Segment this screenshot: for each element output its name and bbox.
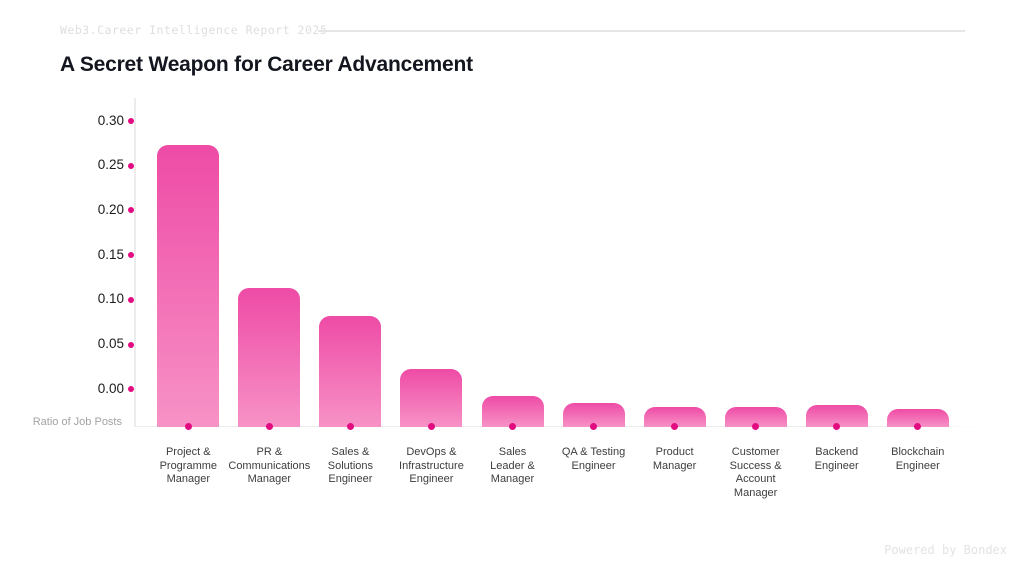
- x-category-label: Project & Programme Manager: [159, 446, 218, 485]
- page-title: A Secret Weapon for Career Advancement: [60, 53, 473, 76]
- bar: [724, 407, 787, 427]
- bar-base-dot: [509, 422, 516, 430]
- bar: [481, 396, 544, 427]
- y-tick-dot: [128, 252, 134, 259]
- bar: [400, 369, 463, 427]
- x-category-label: Sales & Solutions Engineer: [327, 446, 374, 485]
- y-axis-line: [134, 98, 136, 427]
- x-category-label: Sales Leader & Manager: [490, 446, 535, 485]
- bar-base-dot: [346, 422, 354, 430]
- x-category-label: QA & Testing Engineer: [561, 446, 626, 472]
- bar: [643, 407, 706, 427]
- y-tick-label: 0.30: [97, 112, 124, 128]
- bar-base-dot: [671, 422, 679, 430]
- y-tick-dot: [128, 207, 134, 214]
- x-category-label: PR & Communications Manager: [228, 446, 311, 485]
- y-axis-title: Ratio of Job Posts: [32, 416, 122, 428]
- y-tick-label: 0.00: [97, 380, 124, 396]
- y-tick-dot: [128, 341, 134, 348]
- bar-base-dot: [833, 422, 841, 430]
- bar: [238, 288, 301, 427]
- bar-base-dot: [752, 422, 760, 430]
- x-axis-line: [134, 425, 988, 427]
- x-category-label: Blockchain Engineer: [891, 446, 945, 472]
- y-tick-label: 0.20: [97, 201, 124, 217]
- bar-base-dot: [265, 422, 273, 430]
- bar: [157, 145, 220, 427]
- y-tick-dot: [128, 162, 134, 169]
- x-category-label: Product Manager: [652, 446, 697, 472]
- y-tick-label: 0.05: [97, 336, 124, 351]
- y-tick-label: 0.15: [97, 246, 124, 262]
- bar-base-dot: [427, 422, 435, 430]
- y-tick-dot: [128, 386, 134, 393]
- y-tick-label: 0.25: [97, 157, 124, 173]
- header-divider-line: [318, 30, 965, 32]
- x-category-label: DevOps & Infrastructure Engineer: [399, 446, 464, 485]
- report-label: Web3.Career Intelligence Report 2025: [60, 23, 328, 37]
- x-category-label: Backend Engineer: [814, 446, 859, 472]
- bar-base-dot: [184, 422, 192, 430]
- y-tick-dot: [128, 296, 134, 303]
- y-tick-dot: [128, 118, 134, 124]
- powered-by-label: Powered by Bondex: [884, 543, 1007, 557]
- bar-base-dot: [914, 422, 922, 430]
- bar: [319, 316, 382, 427]
- bar: [886, 409, 949, 427]
- bar-base-dot: [590, 422, 598, 430]
- y-tick-label: 0.10: [97, 291, 124, 307]
- bar: [805, 405, 868, 427]
- x-category-label: Customer Success & Account Manager: [729, 446, 782, 499]
